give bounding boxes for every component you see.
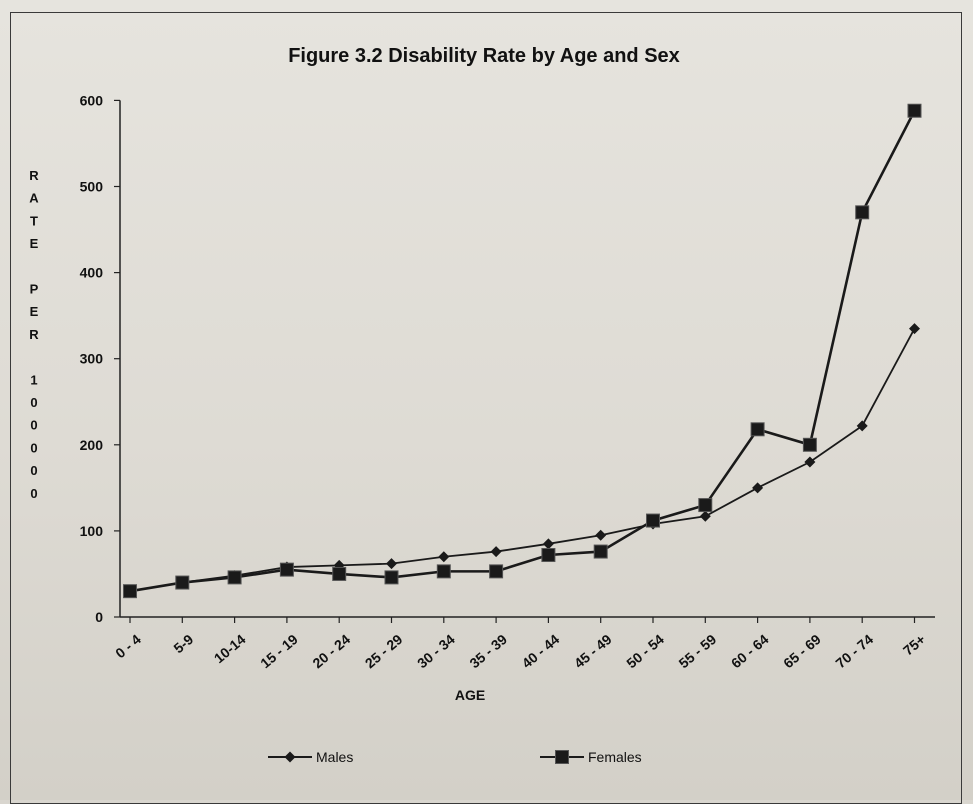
data-point-females <box>750 422 765 437</box>
legend-marker-males <box>284 751 296 763</box>
data-point-females <box>175 575 190 590</box>
data-point-males <box>595 529 607 541</box>
x-tick-label: 55 - 59 <box>676 631 720 671</box>
data-point-females <box>436 564 451 579</box>
y-axis-label-char: A <box>29 191 39 206</box>
data-point-males <box>490 546 502 558</box>
x-tick-label: 65 - 69 <box>780 631 824 671</box>
y-axis-label-char: 0 <box>30 463 37 478</box>
y-tick-label: 0 <box>95 609 103 625</box>
x-tick-label: 5-9 <box>170 631 196 656</box>
y-axis-label-char: E <box>30 304 39 319</box>
legend-marker-females <box>555 750 569 764</box>
y-axis-label-char: 0 <box>30 395 37 410</box>
data-point-males <box>856 420 868 432</box>
data-point-females <box>802 437 817 452</box>
x-tick-label: 15 - 19 <box>257 631 301 671</box>
x-tick-label: 0 - 4 <box>112 631 144 661</box>
data-point-females <box>489 564 504 579</box>
y-tick-label: 400 <box>80 265 104 281</box>
data-point-females <box>698 498 713 513</box>
x-tick-label: 30 - 34 <box>414 631 458 671</box>
y-axis-label-char: R <box>29 168 39 183</box>
data-point-males <box>386 558 397 570</box>
data-point-females <box>541 548 556 563</box>
chart-title: Figure 3.2 Disability Rate by Age and Se… <box>288 45 680 67</box>
y-axis-label-char: 0 <box>30 418 37 433</box>
x-axis-label: AGE <box>455 687 485 703</box>
x-tick-label: 60 - 64 <box>728 631 772 671</box>
x-tick-label: 10-14 <box>211 631 249 666</box>
data-point-females <box>855 205 870 220</box>
y-tick-label: 300 <box>80 351 104 367</box>
series-line-females <box>129 110 916 593</box>
data-point-females <box>646 513 660 528</box>
y-axis-label-char: P <box>30 282 39 297</box>
y-tick-label: 500 <box>80 179 104 195</box>
x-tick-label: 75+ <box>900 631 928 659</box>
x-tick-label: 70 - 74 <box>832 631 876 671</box>
y-axis-label-char: E <box>30 236 39 251</box>
y-axis-label-char: 0 <box>30 440 37 455</box>
y-axis-label-char: 0 <box>30 486 37 501</box>
data-point-females <box>332 566 347 581</box>
x-tick-label: 20 - 24 <box>309 631 353 671</box>
x-tick-label: 50 - 54 <box>623 631 667 671</box>
data-point-males <box>699 510 711 522</box>
x-tick-label: 25 - 29 <box>362 631 406 671</box>
y-axis-label-char: T <box>30 213 38 228</box>
y-tick-label: 600 <box>80 92 104 108</box>
data-point-females <box>907 103 922 118</box>
x-tick-label: 35 - 39 <box>466 631 510 671</box>
data-point-females <box>384 570 399 585</box>
data-point-females <box>279 562 294 577</box>
data-point-females <box>593 544 608 559</box>
x-tick-label: 40 - 44 <box>519 631 563 671</box>
data-point-males <box>804 456 816 468</box>
y-axis-label-char: R <box>29 327 39 342</box>
y-tick-label: 200 <box>80 437 104 453</box>
data-point-males <box>438 551 450 563</box>
x-tick-label: 45 - 49 <box>571 631 615 671</box>
y-axis-label-char: 1 <box>30 372 37 387</box>
data-point-males <box>752 482 764 494</box>
legend-label-males: Males <box>316 749 353 765</box>
data-point-males <box>542 538 554 550</box>
legend-label-females: Females <box>588 749 642 765</box>
data-point-males <box>909 323 920 335</box>
series-line-males <box>129 328 916 593</box>
data-point-females <box>123 584 137 599</box>
y-tick-label: 100 <box>80 523 104 539</box>
data-point-females <box>227 570 242 585</box>
